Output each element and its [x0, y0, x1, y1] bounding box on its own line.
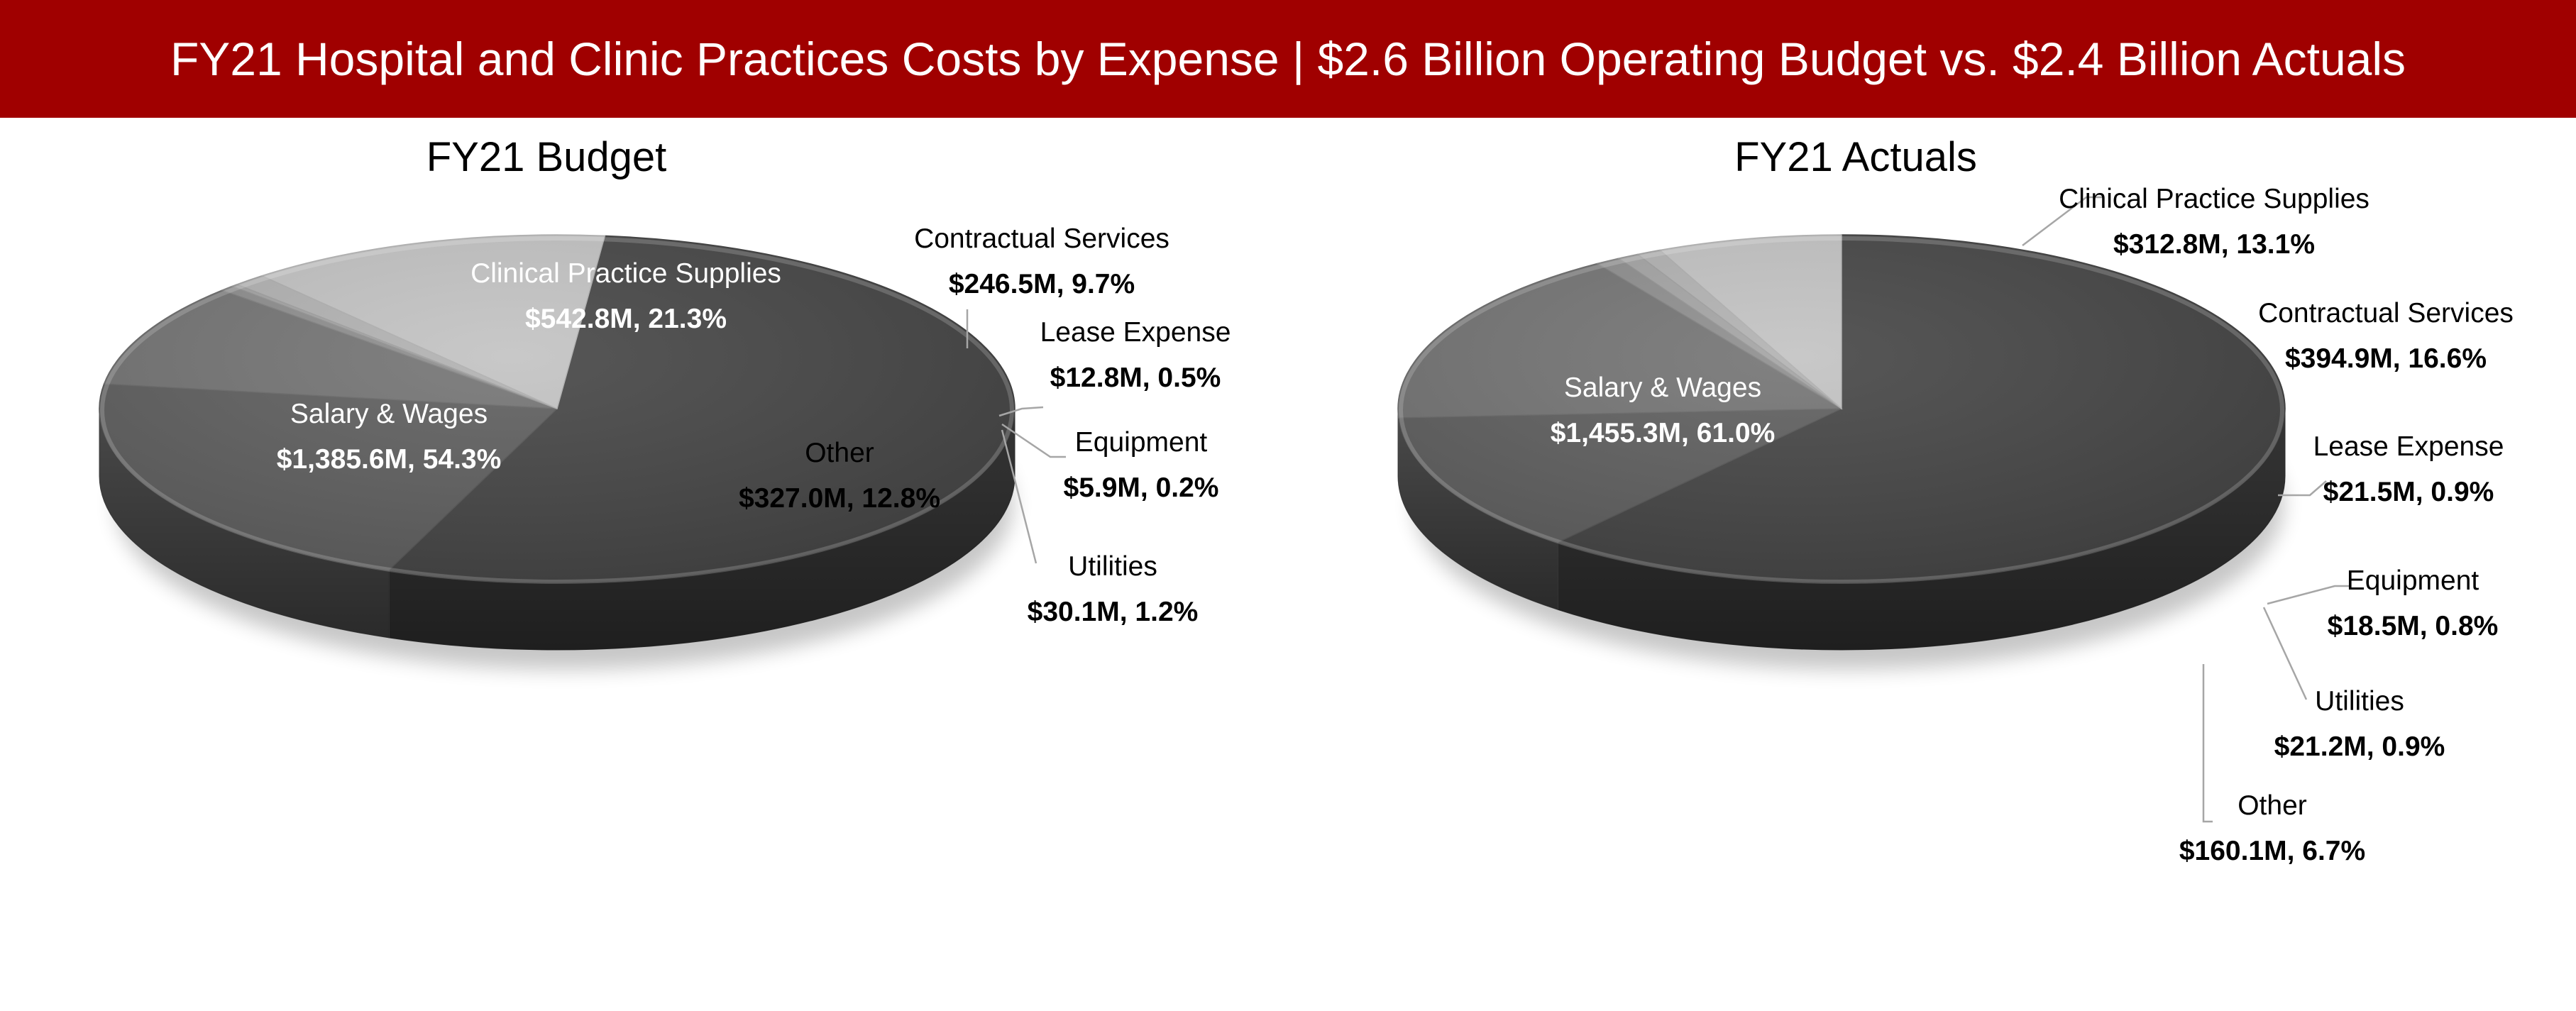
slice-value: $1,385.6M, 54.3%	[277, 444, 502, 475]
pie-side-shade	[1398, 409, 1399, 485]
data-label-lease-expense: Lease Expense $12.8M, 0.5%	[1040, 317, 1231, 393]
pie-bevel	[1399, 236, 2284, 584]
pie-side-shade	[1398, 417, 1558, 610]
leader-line-utilities	[1001, 429, 1037, 564]
pie-chart-actuals: FY21 Actuals Salary & Wages $1,455.3M, 61.…	[1397, 134, 2514, 866]
data-label-utilities: Utilities $21.2M, 0.9%	[2274, 686, 2445, 762]
slice-value: $18.5M, 0.8%	[2328, 611, 2499, 641]
slice-name: Clinical Practice Supplies	[470, 258, 781, 289]
data-label-utilities: Utilities $30.1M, 1.2%	[1028, 551, 1199, 627]
pie-side-shade	[1558, 409, 2285, 650]
slice-name: Contractual Services	[914, 223, 1169, 254]
data-label-lease-expense: Lease Expense $21.5M, 0.9%	[2313, 431, 2504, 507]
slice-name: Clinical Practice Supplies	[2059, 184, 2369, 214]
pie-side-shade	[99, 409, 389, 638]
leader-line-clinical-practice-supplies	[2022, 196, 2102, 246]
charts-area: FY21 Budget Salary & Wages $1,385.6M, 54.3…	[0, 118, 2576, 1011]
slice-value: $542.8M, 21.3%	[525, 304, 727, 334]
slice-value: $1,455.3M, 61.0%	[1551, 418, 1776, 448]
data-label-contractual-services: Contractual Services $394.9M, 16.6%	[2258, 298, 2514, 374]
slice-name: Lease Expense	[1040, 317, 1231, 348]
data-label-other: Other $160.1M, 6.7%	[2179, 790, 2365, 866]
leader-line-lease-expense	[2278, 480, 2327, 497]
slice-name: Other	[2238, 790, 2307, 821]
data-label-contractual-services: Contractual Services $246.5M, 9.7%	[914, 223, 1169, 299]
slice-value: $30.1M, 1.2%	[1028, 597, 1199, 627]
data-label-equipment: Equipment $18.5M, 0.8%	[2328, 565, 2499, 641]
slice-value: $394.9M, 16.6%	[2285, 343, 2487, 374]
leader-line-equipment	[2267, 585, 2349, 605]
slice-value: $12.8M, 0.5%	[1050, 363, 1221, 393]
chart-title: FY21 Actuals	[1734, 134, 1977, 180]
pie-side-shade	[388, 409, 1015, 650]
data-label-salary-wages: Salary & Wages $1,455.3M, 61.0%	[1551, 372, 1776, 448]
pie-charts-svg: FY21 Budget Salary & Wages $1,385.6M, 54.3…	[99, 134, 2514, 866]
chart-title: FY21 Budget	[426, 134, 667, 180]
pie-chart-budget: FY21 Budget Salary & Wages $1,385.6M, 54.3…	[99, 134, 1231, 670]
leader-line-equipment	[1001, 423, 1066, 458]
slice-value: $312.8M, 13.1%	[2113, 229, 2315, 260]
slice-name: Other	[805, 438, 874, 468]
page-title: FY21 Hospital and Clinic Practices Costs…	[0, 0, 2576, 118]
data-label-clinical-practice-supplies: Clinical Practice Supplies $312.8M, 13.1%	[2059, 184, 2369, 260]
pie-top-shine	[99, 235, 1015, 582]
data-label-other: Other $327.0M, 12.8%	[739, 438, 940, 514]
leader-line-utilities	[2262, 607, 2308, 700]
leader-line-lease-expense	[998, 406, 1044, 417]
slice-name: Salary & Wages	[1564, 372, 1761, 403]
data-label-equipment: Equipment $5.9M, 0.2%	[1064, 427, 1219, 503]
pie-top-shine	[1398, 235, 2285, 582]
leader-line-other	[2202, 664, 2213, 823]
data-label-clinical-practice-supplies: Clinical Practice Supplies $542.8M, 21.3%	[470, 258, 781, 334]
slice-name: Utilities	[2315, 686, 2404, 717]
slice-name: Utilities	[1068, 551, 1157, 582]
slice-value: $5.9M, 0.2%	[1064, 473, 1219, 503]
data-label-salary-wages: Salary & Wages $1,385.6M, 54.3%	[277, 399, 502, 475]
slice-value: $160.1M, 6.7%	[2179, 836, 2365, 866]
slice-value: $21.5M, 0.9%	[2323, 477, 2494, 507]
slice-name: Equipment	[2347, 565, 2479, 596]
slice-name: Equipment	[1075, 427, 1208, 458]
slice-name: Contractual Services	[2258, 298, 2514, 328]
slice-value: $21.2M, 0.9%	[2274, 731, 2445, 762]
slice-value: $327.0M, 12.8%	[739, 483, 940, 514]
slice-name: Lease Expense	[2313, 431, 2504, 462]
pie-bevel	[100, 236, 1014, 584]
slice-value: $246.5M, 9.7%	[949, 269, 1135, 299]
pie-top	[1397, 234, 2286, 584]
slice-name: Salary & Wages	[290, 399, 488, 429]
pie-top	[99, 234, 1015, 584]
